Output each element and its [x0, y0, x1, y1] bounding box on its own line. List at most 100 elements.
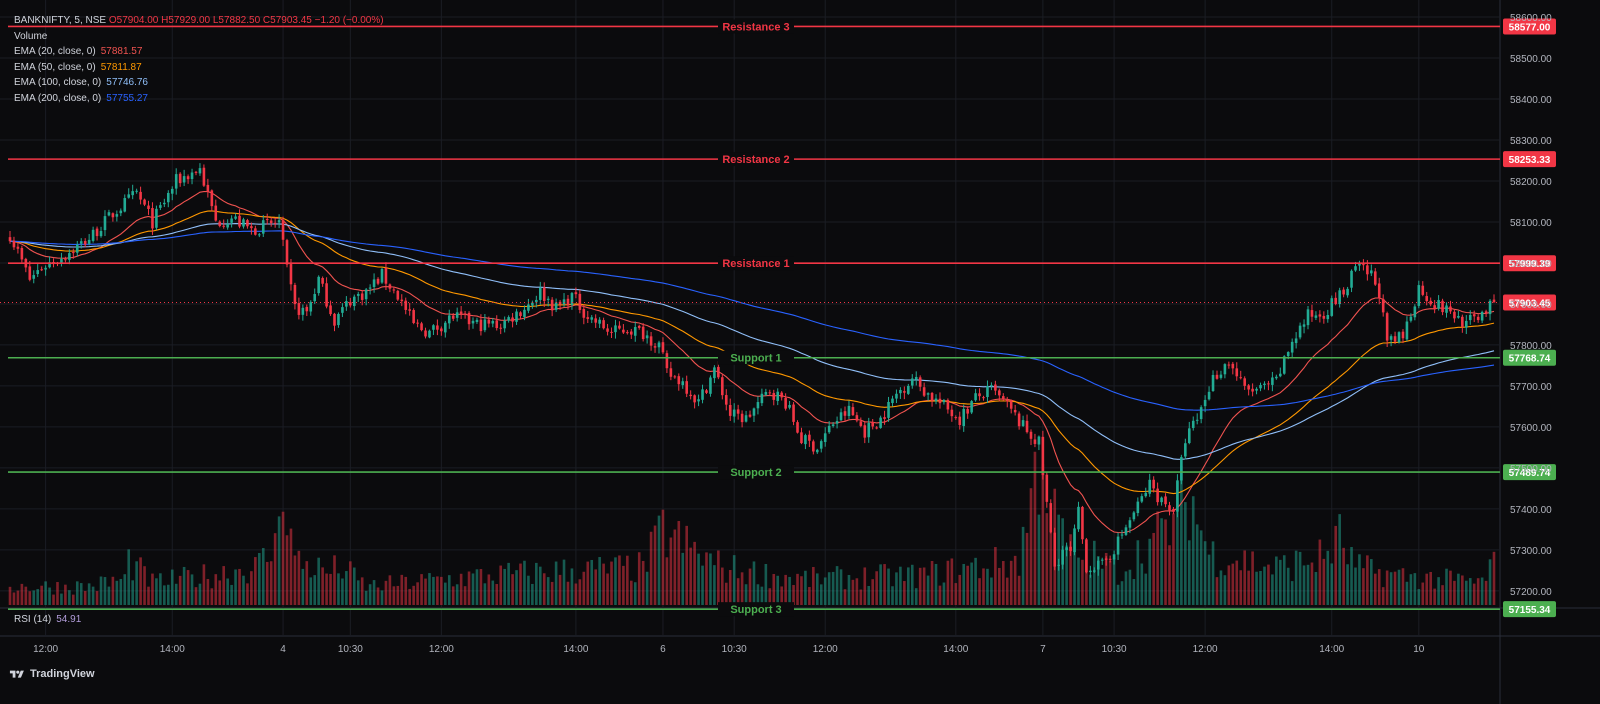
candle-body: [1191, 420, 1195, 428]
volume-bar: [1081, 559, 1084, 605]
volume-bar: [815, 573, 819, 605]
time-tick-label: 10:30: [1102, 644, 1127, 655]
volume-bar: [827, 572, 831, 605]
candle-body: [159, 205, 162, 208]
candle-body: [736, 409, 740, 414]
volume-bar: [1069, 534, 1072, 605]
volume-bar: [1184, 502, 1187, 605]
low-value: L57882.50: [212, 15, 261, 26]
candle-body: [1433, 305, 1436, 310]
price-tick-label: 57400.00: [1510, 505, 1552, 516]
candle-body: [341, 307, 344, 313]
candle: [1472, 310, 1476, 323]
candle-body: [1029, 431, 1033, 439]
candle: [297, 297, 301, 320]
candle: [661, 337, 665, 355]
candle: [792, 402, 795, 426]
candle-body: [728, 404, 732, 416]
candle: [622, 324, 625, 335]
candle-body: [479, 319, 483, 332]
candle-body: [546, 298, 550, 300]
candle: [1033, 433, 1037, 448]
symbol-ohlc-row[interactable]: BANKNIFTY, 5, NSE O57904.00 H57929.00 L5…: [14, 13, 384, 29]
candle-body: [764, 392, 768, 395]
volume-bar: [261, 548, 265, 605]
candle: [1085, 537, 1088, 574]
candle-body: [740, 413, 744, 423]
candle: [1037, 435, 1041, 451]
candle-body: [392, 289, 396, 291]
candle-body: [1468, 314, 1472, 321]
price-tick-label: 57500.00: [1510, 464, 1552, 475]
volume-bar: [1286, 567, 1290, 605]
candle: [48, 256, 51, 269]
candle: [1239, 370, 1243, 380]
volume-bar: [1227, 565, 1231, 605]
candle: [1342, 287, 1345, 298]
candle: [44, 265, 47, 276]
candle-body: [28, 266, 32, 280]
ema20-legend[interactable]: EMA (20, close, 0) 57881.57: [14, 44, 384, 60]
candle-body: [1326, 314, 1330, 320]
candle: [815, 448, 819, 454]
volume-bar: [305, 561, 309, 605]
ema100-legend[interactable]: EMA (100, close, 0) 57746.76: [14, 75, 384, 91]
candle: [788, 400, 791, 410]
candle: [166, 190, 170, 208]
volume-bar: [404, 576, 408, 605]
candle-body: [685, 381, 689, 394]
candle-body: [380, 269, 384, 283]
volume-bar: [1421, 582, 1425, 605]
candle-body: [451, 315, 455, 319]
volume-bar: [60, 593, 63, 605]
symbol-label[interactable]: BANKNIFTY, 5, NSE: [14, 15, 107, 26]
candle-body: [1227, 364, 1231, 366]
price-tick-label: 58600.00: [1510, 13, 1552, 24]
ema20-label: EMA (20, close, 0): [14, 46, 96, 57]
candle: [1362, 259, 1365, 271]
candle: [1005, 396, 1009, 408]
volume-bar: [1009, 560, 1013, 605]
volume-bar: [277, 516, 281, 605]
candle-body: [1168, 505, 1171, 511]
candle-body: [1120, 534, 1124, 536]
volume-bar: [875, 571, 878, 605]
candle: [1338, 287, 1341, 308]
ema50-legend[interactable]: EMA (50, close, 0) 57811.87: [14, 60, 384, 76]
candle-body: [875, 427, 878, 429]
volume-bar: [1077, 557, 1080, 605]
candle: [99, 226, 103, 238]
candle-body: [808, 434, 811, 441]
candle: [1457, 310, 1460, 319]
candle: [16, 242, 20, 254]
volume-bar: [776, 575, 780, 605]
candle: [206, 178, 210, 198]
candle: [887, 396, 890, 422]
candle-body: [404, 300, 408, 310]
candle-body: [246, 220, 249, 227]
candle: [796, 420, 799, 434]
candle: [491, 317, 495, 328]
candle-body: [48, 262, 51, 268]
volume-bar: [531, 583, 534, 605]
candle: [436, 319, 439, 336]
volume-bar: [1461, 575, 1464, 605]
candle-body: [1207, 391, 1211, 400]
candle: [202, 164, 206, 187]
rsi-legend[interactable]: RSI (14) 54.91: [14, 614, 81, 625]
candle: [424, 327, 427, 339]
candle: [843, 406, 847, 421]
ema200-legend[interactable]: EMA (200, close, 0) 57755.27: [14, 91, 384, 107]
volume-bar: [835, 566, 839, 605]
candle: [614, 319, 617, 339]
volume-legend[interactable]: Volume: [14, 30, 48, 42]
tradingview-logo[interactable]: TradingView: [9, 668, 95, 680]
volume-bar: [602, 563, 605, 605]
candle: [68, 249, 71, 265]
candle-body: [681, 381, 685, 386]
candle: [1417, 280, 1421, 309]
candle-body: [190, 172, 194, 180]
volume-bar: [1464, 580, 1468, 605]
volume-bar: [1417, 589, 1421, 605]
